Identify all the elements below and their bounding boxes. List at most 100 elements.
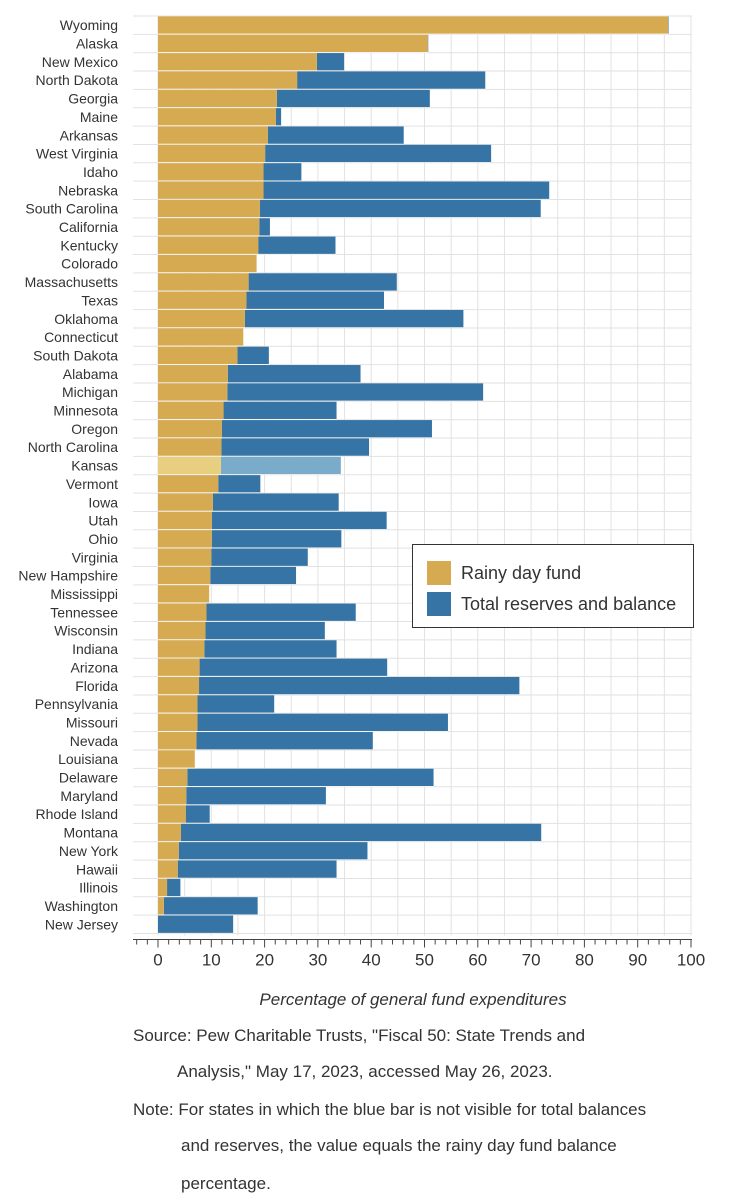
bar-rainy bbox=[158, 860, 178, 879]
bar-rainy bbox=[158, 823, 181, 842]
bar-rainy bbox=[158, 328, 244, 346]
bar-total bbox=[185, 805, 210, 824]
category-label: Wyoming bbox=[60, 17, 118, 33]
bar-total bbox=[316, 53, 345, 71]
category-labels: Wyoming Alaska New Mexico North Dakota Georg… bbox=[18, 17, 119, 932]
category-label: Maine bbox=[80, 109, 118, 125]
bar-total bbox=[177, 860, 337, 879]
category-label: North Carolina bbox=[28, 439, 118, 455]
bar-total bbox=[263, 181, 550, 200]
category-label: Indiana bbox=[72, 641, 118, 657]
bar-total bbox=[297, 71, 486, 90]
bar-rainy bbox=[158, 842, 179, 860]
bar-total bbox=[267, 126, 404, 145]
category-label: South Dakota bbox=[33, 347, 118, 363]
bar-rainy bbox=[158, 89, 277, 108]
category-label: Rhode Island bbox=[35, 806, 118, 822]
bar-rainy bbox=[158, 621, 206, 640]
category-label: New Mexico bbox=[42, 54, 118, 70]
bar-rainy bbox=[158, 566, 211, 585]
bar-total bbox=[167, 878, 181, 897]
bar-total bbox=[211, 530, 342, 548]
bar-total bbox=[275, 108, 282, 126]
bar-rainy bbox=[158, 199, 260, 218]
bar-total bbox=[221, 420, 432, 438]
x-tick-label: 90 bbox=[628, 951, 647, 970]
category-label: Missouri bbox=[66, 714, 118, 730]
bar-total bbox=[199, 676, 520, 695]
bar-rainy bbox=[158, 346, 238, 365]
category-label: New York bbox=[59, 843, 119, 859]
bar-rainy bbox=[158, 732, 197, 750]
bar-total bbox=[227, 383, 484, 401]
bar-rainy bbox=[158, 603, 207, 622]
category-label: Texas bbox=[81, 292, 118, 308]
category-label: Pennsylvania bbox=[35, 696, 118, 712]
category-label: Massachusetts bbox=[25, 274, 118, 290]
bar-total bbox=[178, 842, 368, 860]
bar-rainy bbox=[158, 805, 186, 824]
x-tick-label: 30 bbox=[308, 951, 327, 970]
bar-rainy bbox=[158, 548, 212, 567]
bar-total bbox=[223, 401, 337, 420]
category-label: Ohio bbox=[88, 531, 118, 547]
category-label: Alaska bbox=[76, 36, 118, 52]
bar-rainy bbox=[158, 475, 219, 493]
bar-total bbox=[205, 621, 325, 640]
bar-rainy bbox=[158, 750, 195, 768]
category-label: Oregon bbox=[71, 421, 118, 437]
bar-total bbox=[211, 511, 387, 530]
category-label: Maryland bbox=[60, 788, 118, 804]
category-label: Wisconsin bbox=[54, 623, 118, 639]
bar-rainy bbox=[158, 658, 200, 677]
bar-rainy bbox=[158, 768, 188, 787]
x-tick-label: 70 bbox=[522, 951, 541, 970]
category-label: Washington bbox=[45, 898, 118, 914]
note-text-line2: and reserves, the value equals the rainy… bbox=[181, 1136, 617, 1155]
category-label: Alabama bbox=[63, 366, 118, 382]
x-tick-label: 20 bbox=[255, 951, 274, 970]
bar-rainy bbox=[158, 695, 198, 713]
category-label: Virginia bbox=[72, 549, 119, 565]
category-label: Oklahoma bbox=[54, 311, 118, 327]
bar-rainy bbox=[158, 493, 213, 512]
x-tick-label: 100 bbox=[677, 951, 705, 970]
category-label: Louisiana bbox=[58, 751, 118, 767]
category-label: South Carolina bbox=[25, 201, 118, 217]
category-label: West Virginia bbox=[36, 146, 118, 162]
category-label: Minnesota bbox=[53, 403, 118, 419]
bar-rainy bbox=[158, 163, 264, 181]
category-label: Colorado bbox=[61, 256, 118, 272]
bar-total bbox=[258, 236, 336, 255]
bar-rainy bbox=[158, 309, 245, 328]
x-axis: 0 10 20 30 40 50 60 70 80 90 100 bbox=[133, 939, 705, 970]
category-label: North Dakota bbox=[36, 72, 119, 88]
note-text-line1: Note: For states in which the blue bar i… bbox=[133, 1100, 647, 1119]
bar-total bbox=[163, 897, 258, 915]
category-label: Florida bbox=[75, 678, 118, 694]
bar-rainy bbox=[158, 585, 210, 603]
bar-rainy bbox=[158, 530, 212, 548]
bar-rainy bbox=[158, 401, 224, 420]
bar-rainy bbox=[158, 126, 268, 145]
bar-total bbox=[259, 218, 270, 236]
bar-rainy bbox=[158, 365, 228, 383]
bar-rainy bbox=[158, 218, 260, 236]
category-label: Hawaii bbox=[76, 861, 118, 877]
bar-total bbox=[210, 566, 297, 585]
category-label: Kentucky bbox=[60, 237, 118, 253]
category-label: Michigan bbox=[62, 384, 118, 400]
x-tick-label: 50 bbox=[415, 951, 434, 970]
bar-total bbox=[668, 16, 669, 34]
bar-total bbox=[244, 309, 464, 328]
bar-rainy bbox=[158, 787, 187, 805]
category-label: Connecticut bbox=[44, 329, 118, 345]
legend-item-rainy: Rainy day fund bbox=[427, 560, 581, 586]
bar-total bbox=[158, 915, 234, 934]
bar-rainy bbox=[158, 383, 228, 401]
x-tick-label: 60 bbox=[468, 951, 487, 970]
category-label: Delaware bbox=[59, 770, 118, 786]
category-label: Arizona bbox=[71, 659, 119, 675]
bar-total bbox=[204, 640, 337, 658]
bar-rainy bbox=[158, 53, 317, 71]
